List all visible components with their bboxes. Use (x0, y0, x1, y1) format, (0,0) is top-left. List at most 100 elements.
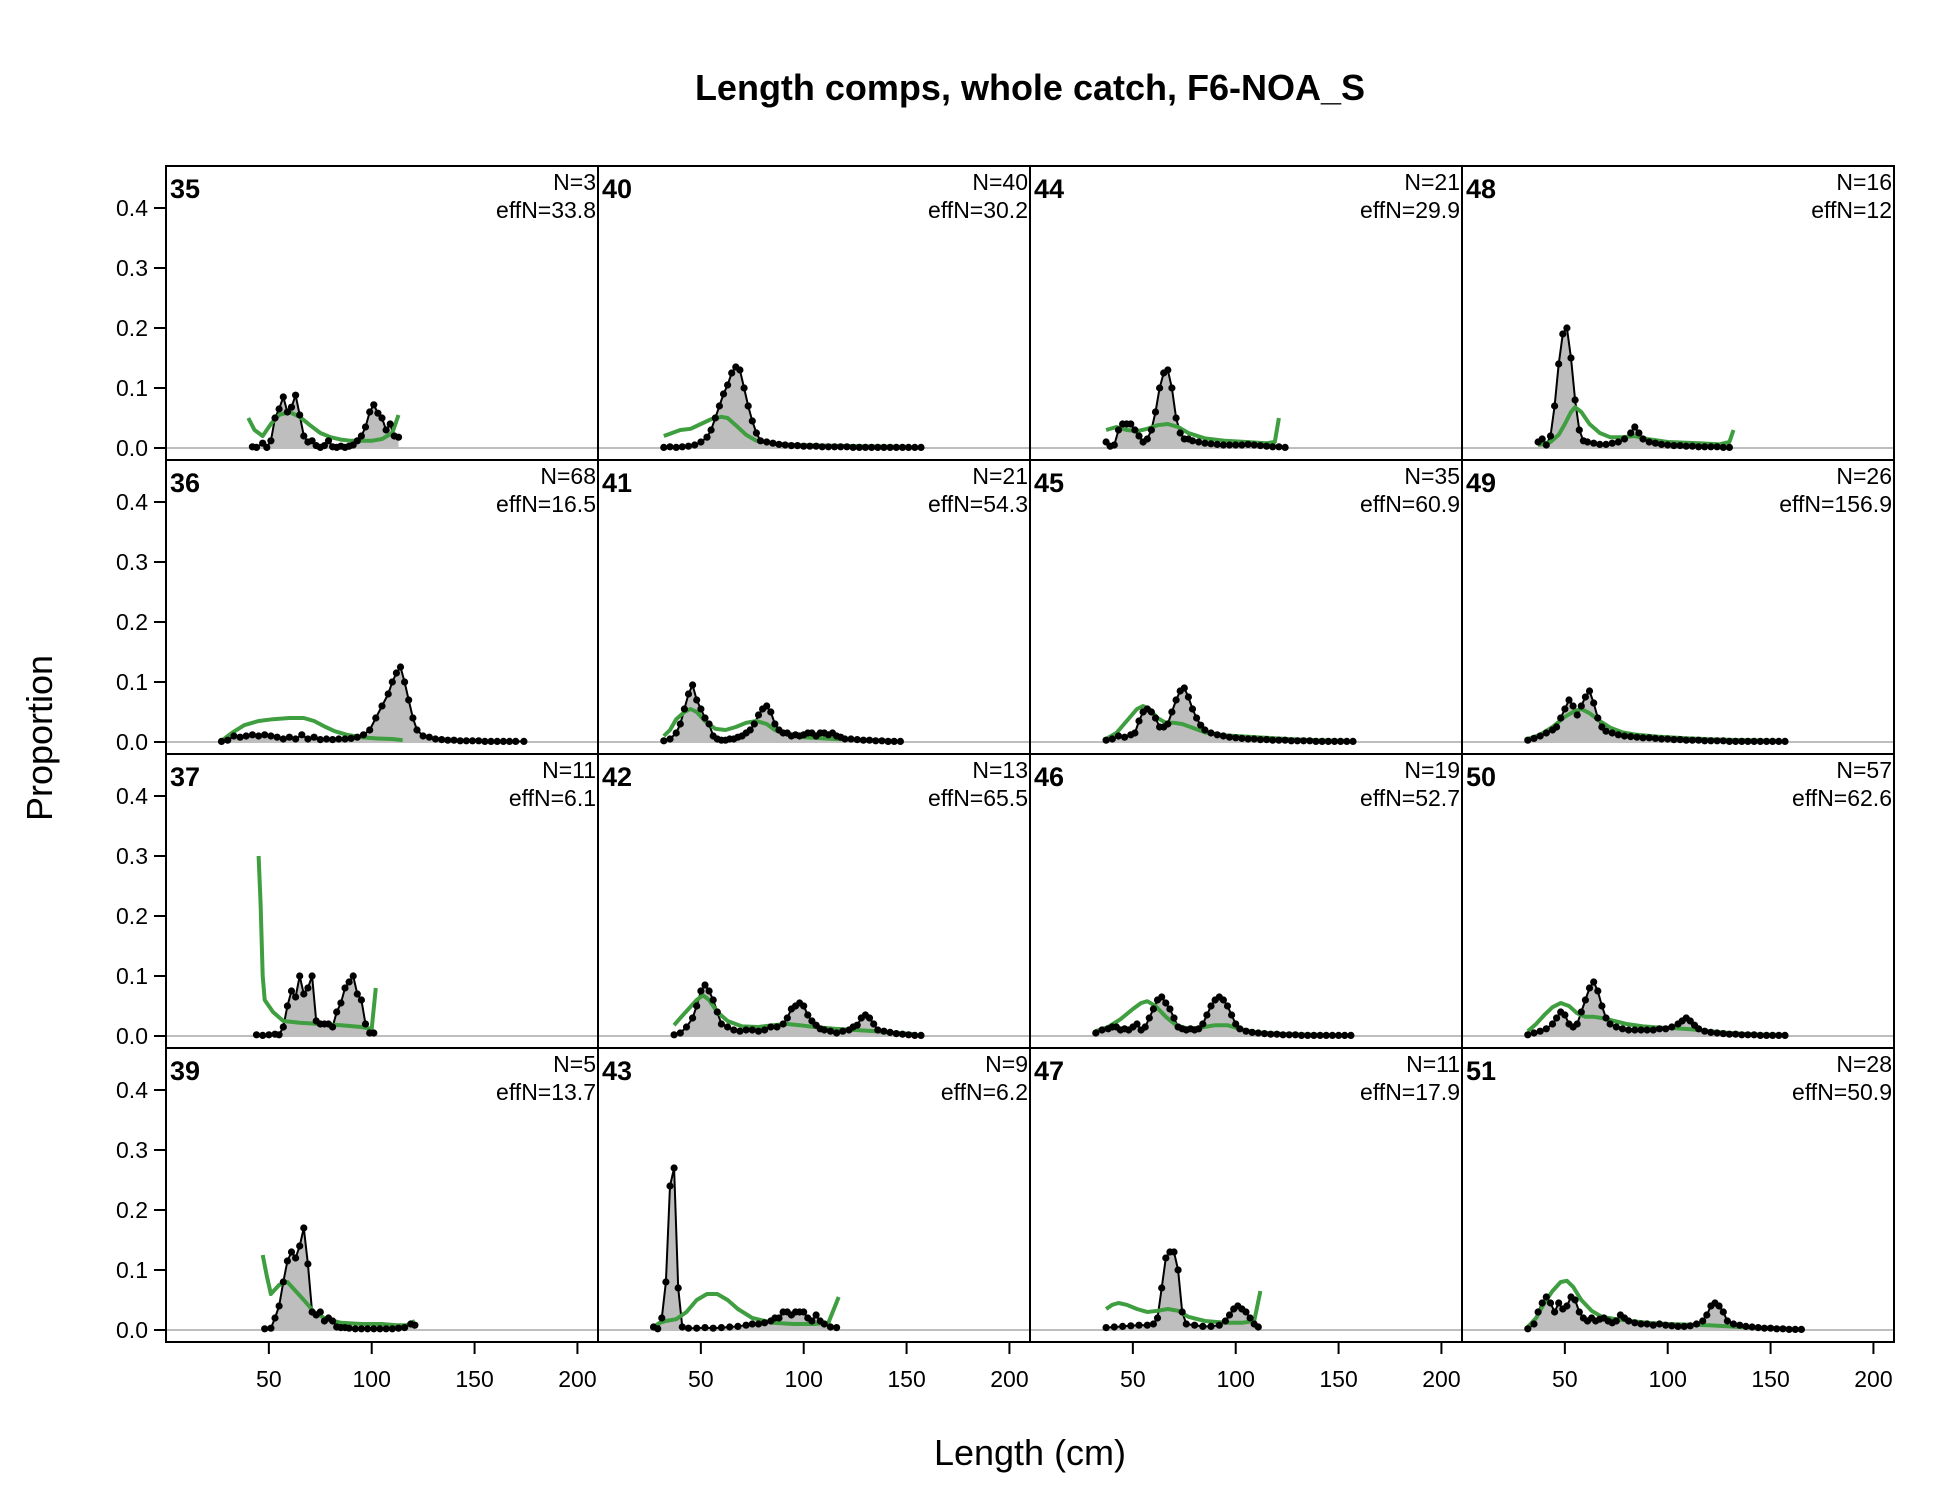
observed-point (769, 439, 777, 447)
observed-point (1256, 736, 1264, 744)
panel-plot-area (598, 981, 1030, 1039)
observed-point (1191, 1321, 1199, 1329)
x-axis-col-1: 50 100 150 200 (256, 1342, 597, 1392)
observed-point (1625, 1317, 1633, 1325)
x-axis-col-3: 50 100 150 200 (1120, 1342, 1461, 1392)
observed-point (252, 443, 261, 451)
observed-point (1639, 435, 1647, 443)
n-label: N=28 (1836, 1051, 1892, 1077)
observed-point (499, 737, 507, 746)
observed-point (1524, 1325, 1532, 1333)
observed-point (1219, 441, 1227, 449)
n-label: N=26 (1836, 463, 1892, 489)
observed-point (736, 1027, 744, 1035)
observed-point (705, 987, 713, 995)
observed-point (1769, 737, 1777, 746)
observed-point (1779, 1325, 1787, 1333)
observed-point (808, 1317, 816, 1325)
observed-point (1670, 736, 1678, 744)
observed-point (724, 1023, 732, 1031)
observed-point (1649, 1321, 1657, 1329)
observed-point (752, 429, 761, 437)
observed-point (806, 442, 814, 450)
observed-point (1631, 1319, 1639, 1327)
observed-point (1713, 737, 1721, 745)
observed-point (1699, 1317, 1707, 1325)
observed-area (1106, 688, 1353, 742)
observed-point (512, 737, 520, 746)
observed-point (1769, 1031, 1777, 1039)
observed-point (1633, 733, 1641, 741)
panel-label: 35 (170, 174, 200, 204)
observed-point (1567, 354, 1575, 362)
observed-point (304, 735, 312, 743)
observed-point (425, 733, 433, 741)
y-tick-label: 0.1 (116, 963, 148, 989)
observed-point (292, 993, 300, 1001)
observed-point (676, 1029, 684, 1037)
observed-point (1631, 1026, 1639, 1034)
observed-point (1781, 737, 1789, 746)
observed-point (1664, 441, 1672, 449)
observed-point (761, 1026, 769, 1034)
y-tick-label: 0.1 (116, 1257, 148, 1283)
observed-point (853, 1021, 861, 1029)
expected-line (220, 716, 403, 743)
observed-point (341, 735, 349, 743)
observed-point (775, 440, 783, 448)
panel-plot-area (1030, 1248, 1462, 1332)
observed-point (837, 443, 845, 451)
effn-label: effN=29.9 (1360, 197, 1460, 223)
effn-label: effN=156.9 (1779, 491, 1892, 517)
observed-point (1102, 1324, 1110, 1332)
observed-point (287, 1248, 296, 1256)
observed-point (761, 1319, 769, 1327)
observed-point (1108, 735, 1116, 743)
observed-point (1563, 1302, 1571, 1310)
observed-point (283, 408, 291, 416)
observed-point (1300, 737, 1308, 745)
observed-point (1281, 736, 1289, 744)
observed-point (304, 984, 312, 992)
observed-point (804, 1011, 812, 1019)
panel-label: 47 (1034, 1056, 1064, 1086)
observed-point (1310, 1031, 1318, 1039)
observed-point (905, 443, 913, 451)
y-tick-label: 0.3 (116, 549, 148, 575)
observed-point (1627, 429, 1635, 437)
observed-point (1612, 1023, 1620, 1031)
x-tick-label: 200 (1854, 1366, 1892, 1392)
observed-point (676, 720, 684, 728)
observed-point (1156, 384, 1164, 392)
observed-point (1151, 714, 1160, 722)
observed-point (230, 732, 238, 740)
panel-label: 50 (1466, 762, 1496, 792)
observed-point (1275, 736, 1283, 744)
observed-point (1767, 1324, 1775, 1332)
observed-point (394, 433, 403, 441)
observed-point (261, 731, 269, 739)
observed-point (763, 702, 771, 710)
observed-point (847, 735, 855, 743)
observed-point (310, 733, 318, 741)
observed-point (719, 390, 728, 398)
chart-title: Length comps, whole catch, F6-NOA_S (695, 67, 1365, 108)
observed-point (1719, 737, 1727, 745)
expected-line (1537, 405, 1736, 447)
observed-point (1188, 437, 1197, 445)
observed-point (779, 1020, 787, 1028)
observed-point (351, 1325, 359, 1333)
observed-point (1149, 1320, 1157, 1328)
effn-label: effN=16.5 (496, 491, 596, 517)
panel-label: 46 (1034, 762, 1064, 792)
observed-point (1645, 438, 1653, 446)
observed-point (1324, 737, 1332, 746)
observed-point (1571, 396, 1579, 404)
observed-point (1655, 1320, 1664, 1328)
observed-point (1732, 737, 1740, 746)
observed-point (1729, 1320, 1738, 1328)
observed-point (701, 981, 709, 989)
